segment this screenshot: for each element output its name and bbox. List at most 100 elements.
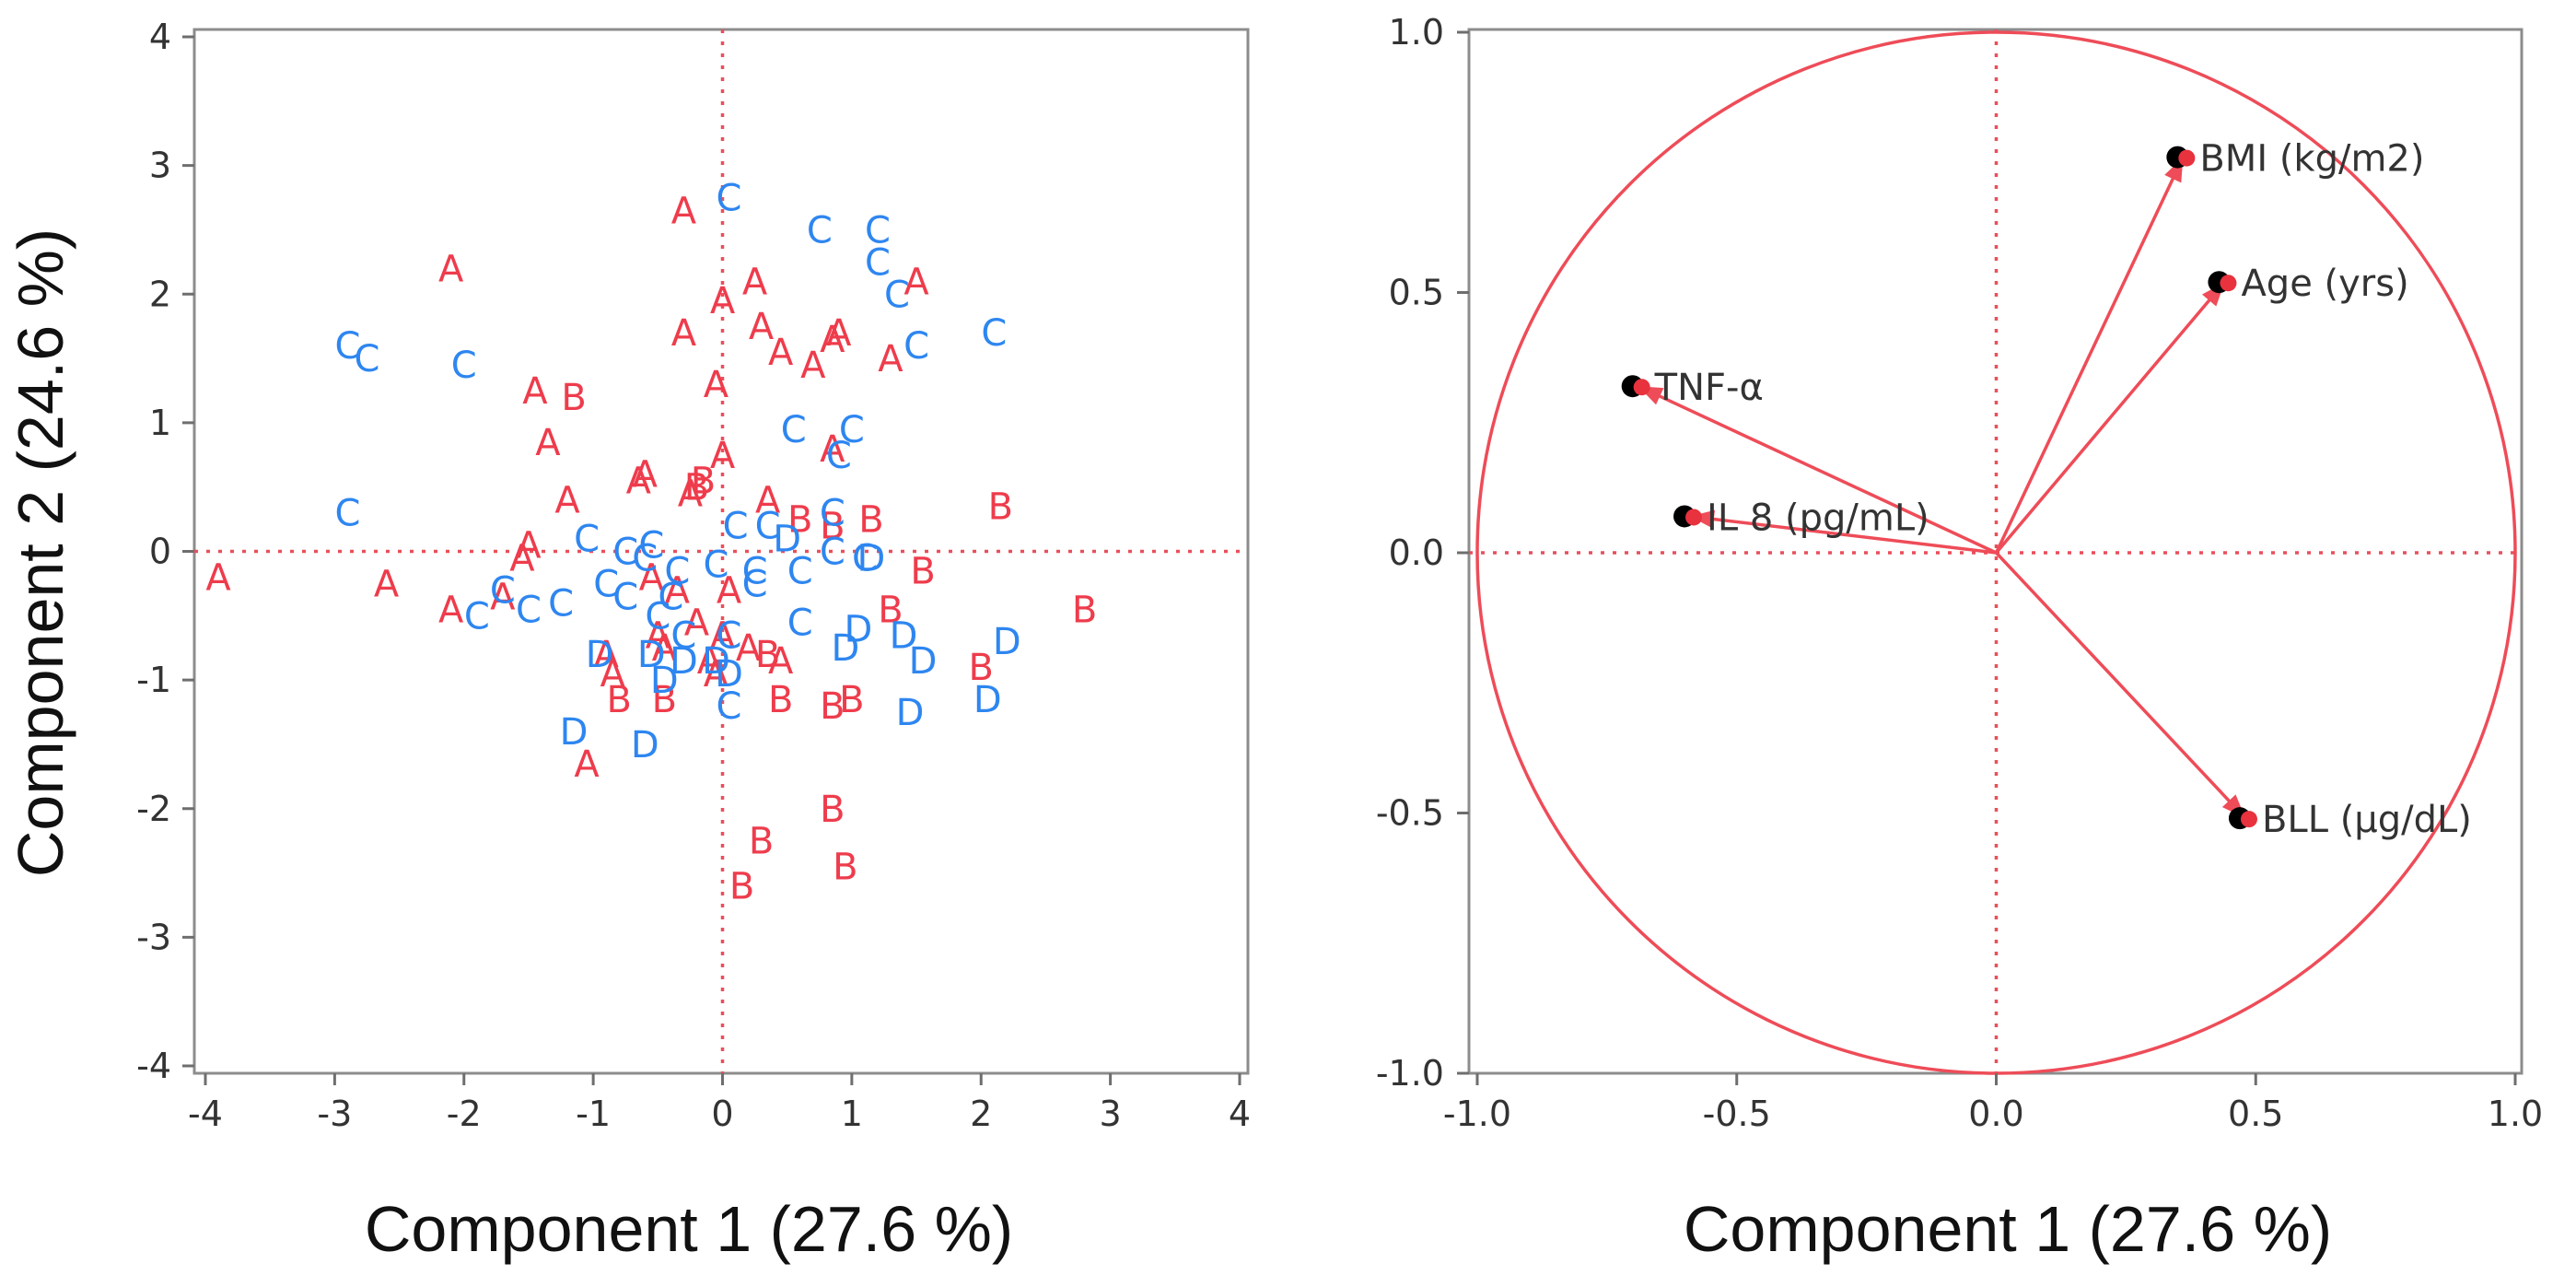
score-point-c: C	[516, 589, 542, 631]
score-y-tick-label: -3	[136, 917, 171, 957]
score-point-a: A	[205, 556, 231, 599]
loading-y-tick-label: -0.5	[1376, 793, 1444, 834]
score-point-b: B	[820, 789, 845, 831]
score-point-d: D	[702, 640, 730, 683]
score-point-c: C	[638, 525, 664, 567]
loading-y-tick-label: 1.0	[1389, 12, 1444, 53]
score-point-b: B	[652, 679, 677, 721]
score-point-b: B	[691, 461, 716, 503]
score-point-d: D	[896, 692, 925, 734]
score-point-c: C	[670, 614, 696, 657]
score-point-b: B	[787, 499, 812, 542]
score-y-tick-label: 1	[149, 403, 171, 443]
loading-marker-highlight-age-yrs	[2220, 275, 2237, 292]
score-point-a: A	[684, 602, 710, 644]
score-plot-x-axis-label: Component 1 (27.6 %)	[365, 1193, 1013, 1265]
score-y-tick-label: -1	[136, 660, 171, 700]
score-point-a: A	[878, 338, 903, 380]
score-point-c: C	[781, 409, 807, 451]
score-point-c: C	[717, 614, 742, 657]
loading-arrowhead-il-8-pg-ml	[1690, 509, 1716, 529]
score-point-a: A	[554, 480, 580, 522]
score-point-c: C	[355, 338, 380, 380]
score-point-c: C	[664, 550, 690, 592]
score-point-a: A	[717, 569, 742, 612]
loading-plot: -1.0 -0.5 0.0 0.5 1.0 -1.0 -0.5 0.0 0.5 1.0 BMI (…	[1376, 12, 2543, 1265]
score-point-c: C	[717, 685, 742, 728]
loading-plot-x-axis-label: Component 1 (27.6 %)	[1684, 1193, 2332, 1265]
loading-y-tick-label: 0.0	[1389, 532, 1444, 573]
score-point-c: C	[612, 576, 638, 618]
loading-plot-vectors: BMI (kg/m2) Age (yrs) TNF-α IL 8 (pg/mL) BLL…	[1621, 138, 2472, 841]
score-point-a: A	[820, 319, 845, 361]
score-point-c: C	[704, 544, 729, 586]
score-x-tick-label: 4	[1229, 1094, 1251, 1134]
score-point-d: D	[670, 640, 698, 683]
score-point-a: A	[516, 525, 542, 567]
score-point-d: D	[844, 608, 872, 650]
score-point-a: A	[710, 614, 736, 657]
score-point-c: C	[574, 519, 600, 561]
score-point-b: B	[606, 679, 631, 721]
loading-label-il-8-pg-ml: IL 8 (pg/mL)	[1707, 497, 1929, 539]
score-point-a: A	[704, 364, 729, 406]
score-point-a: A	[903, 261, 929, 303]
score-point-b: B	[561, 377, 586, 419]
score-point-c: C	[755, 506, 781, 548]
score-point-b: B	[969, 647, 994, 689]
score-point-a: A	[742, 261, 768, 303]
score-point-a: A	[768, 640, 794, 683]
score-x-tick-label: 2	[970, 1094, 992, 1134]
score-point-c: C	[807, 209, 833, 252]
score-x-tick-label: 1	[841, 1094, 863, 1134]
score-point-c: C	[981, 312, 1007, 355]
score-point-a: A	[652, 627, 678, 670]
score-point-c: C	[852, 537, 878, 579]
score-point-a: A	[593, 634, 619, 676]
score-point-c: C	[865, 241, 891, 284]
score-point-d: D	[586, 634, 614, 676]
score-point-c: C	[464, 595, 490, 638]
score-point-b: B	[768, 679, 793, 721]
score-point-d: D	[631, 724, 659, 766]
score-point-d: D	[993, 621, 1021, 663]
score-point-d: D	[560, 711, 589, 754]
score-point-c: C	[787, 550, 813, 592]
score-point-c: C	[820, 493, 845, 535]
score-point-c: C	[451, 345, 477, 387]
score-point-a: A	[768, 332, 794, 374]
loading-x-tick-label: 1.0	[2488, 1094, 2543, 1134]
loading-vector-il-8-pg-ml	[1689, 514, 1997, 555]
score-point-c: C	[632, 537, 658, 579]
score-plot-ticks: -4 -3 -2 -1 0 1 2 3 4 -4 -3 -2 -1 0 1 2 3 4	[136, 17, 1251, 1134]
score-point-a: A	[438, 248, 464, 290]
score-point-c: C	[723, 506, 749, 548]
loading-y-tick-label: 0.5	[1389, 273, 1444, 313]
score-point-a: A	[820, 428, 845, 471]
score-point-c: C	[839, 409, 865, 451]
loading-vector-bll-g-dl	[1995, 551, 2247, 820]
score-y-tick-label: 2	[149, 274, 171, 314]
score-point-b: B	[910, 550, 935, 592]
score-y-tick-label: -4	[136, 1046, 171, 1086]
score-point-c: C	[334, 325, 360, 368]
score-point-b: B	[858, 499, 883, 542]
score-point-a: A	[697, 640, 723, 683]
score-point-a: A	[639, 556, 665, 599]
score-point-b: B	[749, 821, 774, 863]
score-point-c: C	[490, 569, 516, 612]
score-point-a: A	[535, 422, 561, 464]
score-point-d: D	[973, 679, 1002, 721]
score-point-a: A	[438, 589, 464, 631]
score-point-d: D	[857, 537, 886, 579]
score-point-a: A	[646, 614, 671, 657]
score-point-b: B	[833, 847, 857, 889]
score-point-c: C	[612, 532, 638, 574]
score-point-d: D	[650, 660, 679, 702]
score-point-d: D	[890, 614, 918, 657]
score-point-c: C	[593, 563, 619, 605]
score-point-a: A	[509, 537, 535, 579]
score-point-a: A	[671, 190, 697, 232]
loading-marker-highlight-bmi-kg-m2	[2178, 149, 2196, 167]
loading-marker-highlight-tnf	[1633, 379, 1650, 396]
